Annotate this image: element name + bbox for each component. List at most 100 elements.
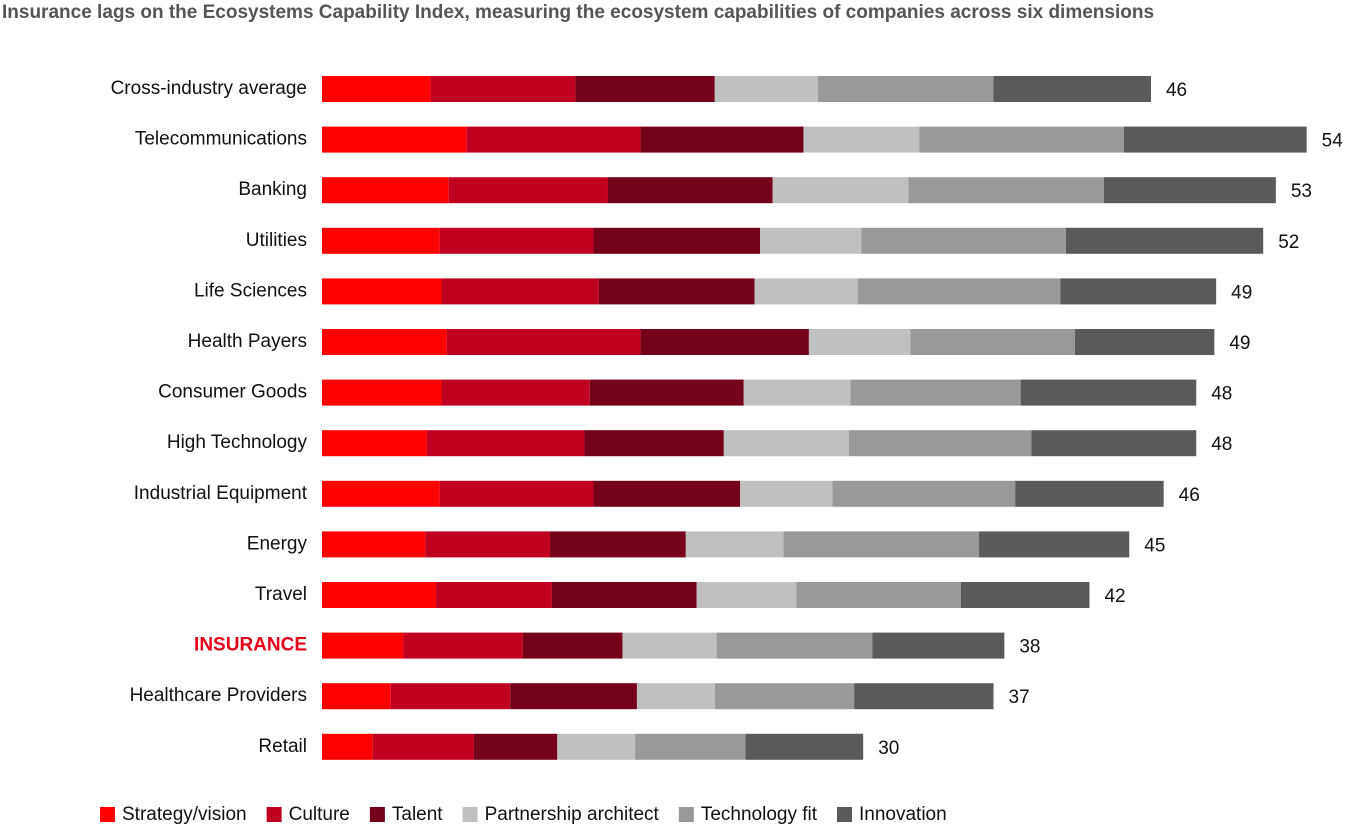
bar-segment [960, 582, 1090, 608]
legend-label: Innovation [859, 804, 947, 825]
bar-segment [817, 76, 994, 102]
total-label: 54 [1322, 131, 1344, 152]
bar-segment [593, 227, 761, 254]
bar-segment [322, 733, 373, 760]
bar-segment [607, 177, 773, 204]
bar-segment [1060, 278, 1217, 305]
bar-segment [919, 126, 1124, 153]
total-label: 49 [1231, 282, 1252, 303]
bar-segment [714, 76, 818, 102]
legend-label: Partnership architect [485, 804, 660, 825]
category-label: Life Sciences [194, 280, 307, 301]
category-label: Retail [258, 736, 307, 757]
bar-segment [635, 733, 746, 760]
bar-segment [772, 177, 909, 204]
bar-segment [441, 278, 599, 305]
bar-segment [322, 278, 442, 305]
total-label: 30 [878, 738, 899, 759]
total-label: 45 [1144, 535, 1165, 556]
bar-segment [510, 683, 637, 710]
bar-segment [430, 76, 576, 102]
total-label: 53 [1291, 181, 1312, 202]
bar-segment [322, 227, 440, 254]
category-label: Cross-industry average [111, 78, 307, 99]
bar-segment [1065, 227, 1264, 254]
bar-segment [714, 683, 855, 710]
bar-segment [1074, 329, 1215, 355]
bar-segment [850, 379, 1021, 406]
bar-segment [740, 480, 833, 507]
total-label: 37 [1009, 687, 1030, 708]
legend-label: Strategy/vision [122, 804, 247, 825]
bar-segment [322, 632, 404, 659]
legend-swatch [100, 807, 115, 822]
total-label: 48 [1211, 434, 1232, 455]
bar-segment [322, 480, 440, 507]
bar-segment [322, 126, 467, 153]
bar-segment [522, 632, 623, 659]
total-label: 46 [1166, 80, 1187, 101]
bar-segment [322, 329, 447, 355]
bar-segment [754, 278, 858, 305]
bar-segment [589, 379, 744, 406]
bar-segment [743, 379, 851, 406]
bar-segment [848, 430, 1032, 457]
bar-segment [593, 480, 741, 507]
legend-swatch [837, 807, 853, 822]
bar-segment [640, 329, 809, 355]
category-label: Industrial Equipment [134, 483, 308, 504]
total-label: 42 [1104, 586, 1125, 607]
bar-segment [322, 379, 442, 406]
bar-segment [448, 177, 608, 204]
bar-segment [403, 632, 523, 659]
bar-segment [803, 126, 920, 153]
bar-segment [322, 177, 449, 204]
total-label: 52 [1278, 232, 1299, 253]
bar-segment [322, 683, 391, 710]
legend-label: Culture [289, 804, 350, 825]
chart-title: Insurance lags on the Ecosystems Capabil… [2, 2, 1154, 23]
bar-segment [322, 531, 426, 558]
bar-segment [696, 582, 797, 608]
legend-swatch [369, 807, 385, 822]
category-label: Banking [238, 179, 307, 200]
bar-segment [426, 430, 585, 457]
bar-segment [622, 632, 717, 659]
total-label: 38 [1019, 637, 1040, 658]
bar-segment [1020, 379, 1197, 406]
total-label: 46 [1179, 485, 1200, 506]
category-label: Utilities [246, 230, 307, 251]
bar-segment [446, 329, 641, 355]
legend-label: Technology fit [701, 804, 818, 825]
bar-segment [322, 430, 427, 457]
category-label: Travel [255, 584, 307, 605]
bar-segment [436, 582, 552, 608]
bar-segment [908, 177, 1104, 204]
category-label: Telecommunications [135, 129, 307, 150]
bar-segment [640, 126, 804, 153]
bar-segment [783, 531, 980, 558]
bar-segment [832, 480, 1016, 507]
bar-segment [439, 480, 594, 507]
bar-segment [425, 531, 551, 558]
bar-segment [441, 379, 590, 406]
bar-segment [390, 683, 511, 710]
legend-swatch [462, 807, 478, 822]
bar-segment [1031, 430, 1197, 457]
bar-segment [575, 76, 715, 102]
bar-segment [550, 531, 686, 558]
bar-segment [322, 582, 437, 608]
bar-segment [745, 733, 864, 760]
bar-segment [716, 632, 873, 659]
bar-segment [723, 430, 849, 457]
total-label: 49 [1229, 333, 1250, 354]
bar-segment [598, 278, 755, 305]
bar-segment [1103, 177, 1276, 204]
bar-segment [910, 329, 1075, 355]
bar-segment [557, 733, 636, 760]
category-label: INSURANCE [194, 635, 307, 656]
bar-segment [474, 733, 558, 760]
bar-segment [466, 126, 641, 153]
legend-label: Talent [392, 804, 443, 825]
